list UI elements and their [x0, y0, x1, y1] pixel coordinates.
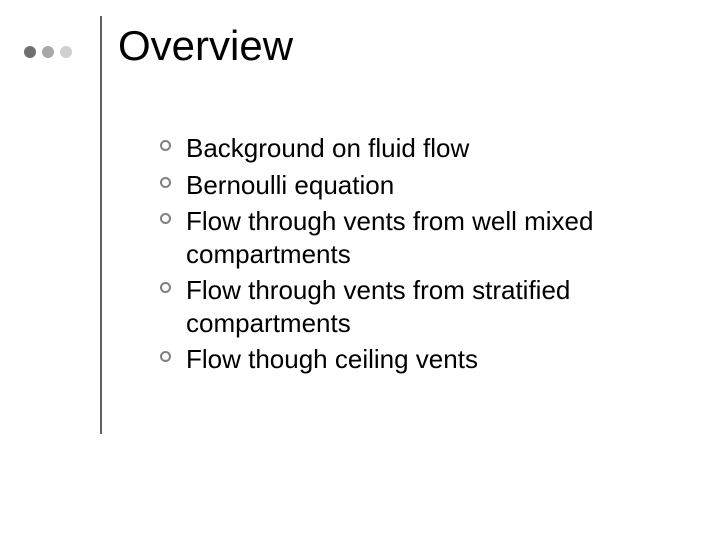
decor-dot-2 [42, 46, 54, 58]
decor-dot-1 [24, 46, 36, 58]
bullet-text: Bernoulli equation [186, 170, 394, 200]
bullet-ring-icon [160, 177, 171, 188]
bullet-ring-icon [160, 213, 171, 224]
vertical-rule [100, 16, 102, 434]
decor-dots [24, 46, 72, 58]
slide-title: Overview [118, 22, 293, 70]
bullet-ring-icon [160, 282, 171, 293]
bullet-text: Flow through vents from well mixed compa… [186, 206, 593, 269]
list-item: Bernoulli equation [160, 169, 700, 202]
list-item: Flow though ceiling vents [160, 343, 700, 376]
list-item: Background on fluid flow [160, 132, 700, 165]
bullet-text: Flow though ceiling vents [186, 344, 478, 374]
bullet-ring-icon [160, 351, 171, 362]
list-item: Flow through vents from well mixed compa… [160, 205, 700, 270]
bullet-text: Flow through vents from stratified compa… [186, 275, 570, 338]
bullet-list: Background on fluid flow Bernoulli equat… [160, 132, 700, 380]
decor-dot-3 [60, 46, 72, 58]
bullet-ring-icon [160, 140, 171, 151]
bullet-text: Background on fluid flow [186, 133, 469, 163]
list-item: Flow through vents from stratified compa… [160, 274, 700, 339]
